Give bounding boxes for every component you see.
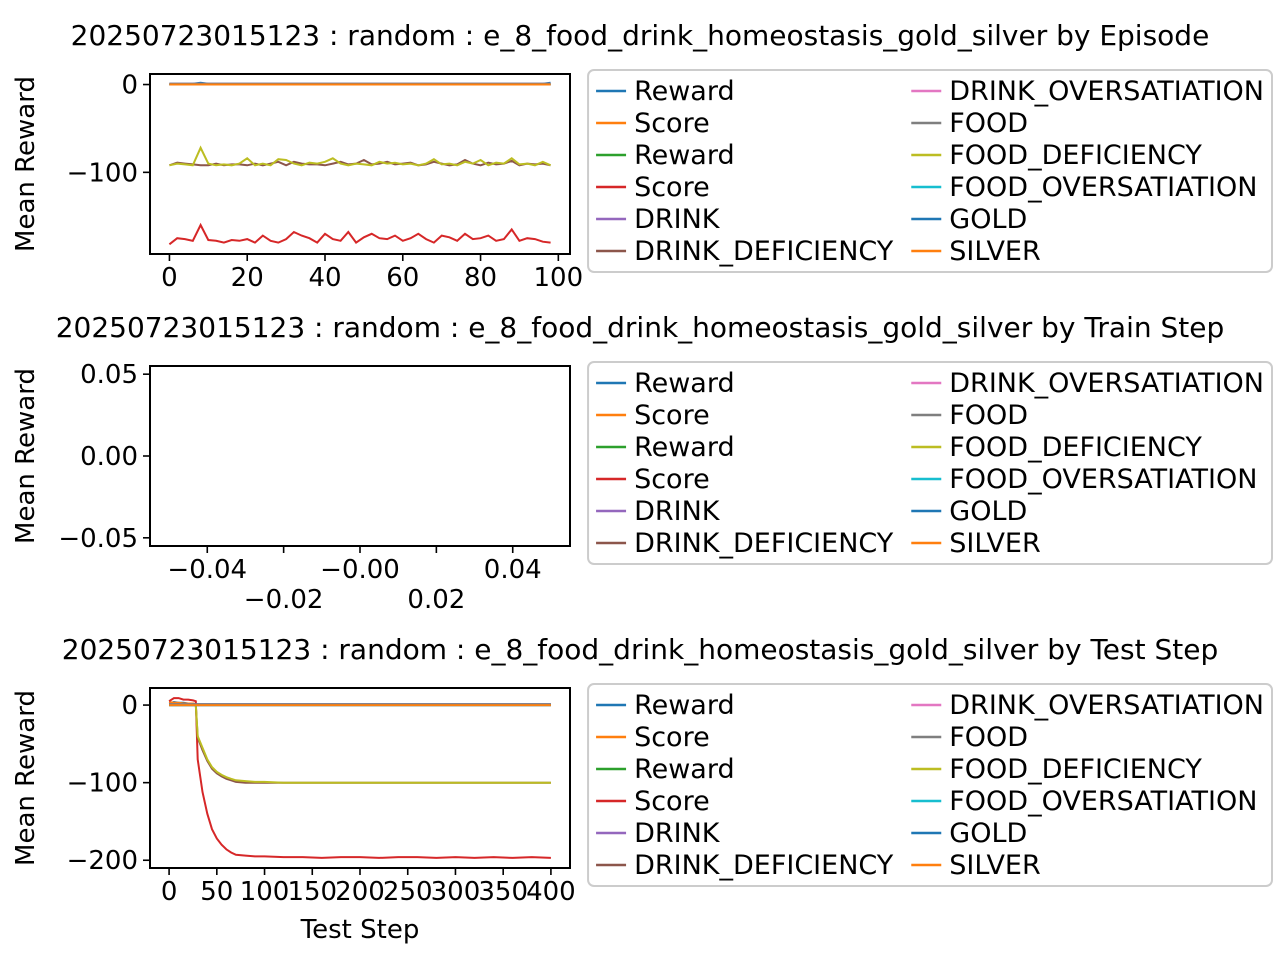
chart-title-episode: 20250723015123 : random : e_8_food_drink… [70,19,1210,52]
legend-3: RewardScoreRewardScoreDRINKDRINK_DEFICIE… [587,683,1273,887]
x-tick-label: 250 [383,877,433,907]
series-line [168,697,551,859]
legend-label: FOOD_OVERSATIATION [949,786,1257,817]
series-line [168,222,551,246]
x-tick-label: 150 [287,877,337,907]
y-axis-label: Mean Reward [11,76,41,252]
legend-label: SILVER [949,850,1040,881]
legend-1: RewardScoreRewardScoreDRINKDRINK_DEFICIE… [587,69,1273,273]
x-tick-label: −0.04 [167,555,247,585]
x-tick-label: 0 [161,877,178,907]
x-tick-label: 40 [308,263,341,293]
legend-label: GOLD [949,496,1027,527]
legend-label: FOOD_OVERSATIATION [949,464,1257,495]
x-tick-label: −0.00 [320,555,400,585]
subplot-2: 0.05 0.00 −0.05 −0.04−0.02−0.000.02 0.04 Mean… [11,360,571,615]
axes-frame [149,73,571,255]
legend-label: Reward [634,754,735,785]
legend-label: DRINK_OVERSATIATION [949,690,1264,721]
x-tick-label: 400 [526,877,576,907]
legend-label: FOOD [949,108,1028,139]
x-tick-label: 0 [161,263,178,293]
legend-label: SILVER [949,236,1040,267]
legend-label: Score [634,722,710,753]
x-tick-label: 100 [534,263,584,293]
legend-label: DRINK [634,818,721,849]
legend-label: Reward [634,140,735,171]
legend-frame [587,69,1273,273]
legend-label: FOOD [949,722,1028,753]
legend-frame [587,683,1273,887]
legend-frame [587,361,1273,565]
y-tick-label: 0.00 [80,442,138,472]
x-tick-label: 300 [431,877,481,907]
y-axis-label: Mean Reward [11,690,41,866]
legend-label: Score [634,464,710,495]
legend-2: RewardScoreRewardScoreDRINKDRINK_DEFICIE… [587,361,1273,565]
y-tick-label: 0.05 [80,360,138,390]
legend-label: DRINK_DEFICIENCY [634,236,894,267]
legend-label: FOOD_DEFICIENCY [949,140,1202,171]
x-tick-label: 0.04 [484,555,542,585]
x-tick-label: 0.02 [407,585,465,615]
legend-label: FOOD [949,400,1028,431]
legend-label: Score [634,172,710,203]
legend-label: SILVER [949,528,1040,559]
x-axis-label: Test Step [300,915,420,945]
legend-label: DRINK_DEFICIENCY [634,528,894,559]
legend-label: Reward [634,76,735,107]
legend-label: Score [634,108,710,139]
plot-area [150,688,570,868]
x-tick-label: 20 [231,263,264,293]
legend-label: DRINK_OVERSATIATION [949,76,1264,107]
x-tick-label: 60 [386,263,419,293]
y-tick-label: 0 [121,691,138,721]
x-tick-label: 50 [200,877,233,907]
legend-label: Reward [634,368,735,399]
y-tick-label: 0 [121,71,138,101]
legend-label: DRINK_DEFICIENCY [634,850,894,881]
legend-label: Score [634,400,710,431]
y-tick-label: −100 [67,769,138,799]
x-tick-label: 100 [240,877,290,907]
legend-label: DRINK_OVERSATIATION [949,368,1264,399]
x-tick-label: 200 [335,877,385,907]
legend-label: Reward [634,690,735,721]
legend-label: GOLD [949,818,1027,849]
y-tick-label: −100 [67,158,138,188]
legend-label: GOLD [949,204,1027,235]
legend-label: FOOD_DEFICIENCY [949,754,1202,785]
x-tick-label: 350 [478,877,528,907]
x-tick-label: 80 [464,263,497,293]
legend-label: DRINK [634,204,721,235]
legend-label: FOOD_OVERSATIATION [949,172,1257,203]
y-tick-label: −200 [67,846,138,876]
chart-title-train-step: 20250723015123 : random : e_8_food_drink… [55,311,1225,344]
plot-area [150,366,570,546]
legend-label: Score [634,786,710,817]
legend-label: FOOD_DEFICIENCY [949,432,1202,463]
series-line [169,145,552,167]
subplot-1: 0 −100 0 20 40 60 80 100 Mean Reward [11,71,583,293]
y-axis-label: Mean Reward [11,368,41,544]
legend-label: DRINK [634,496,721,527]
chart-title-test-step: 20250723015123 : random : e_8_food_drink… [61,633,1219,666]
y-tick-label: −0.05 [58,524,138,554]
legend-label: Reward [634,432,735,463]
x-tick-label: −0.02 [244,585,324,615]
